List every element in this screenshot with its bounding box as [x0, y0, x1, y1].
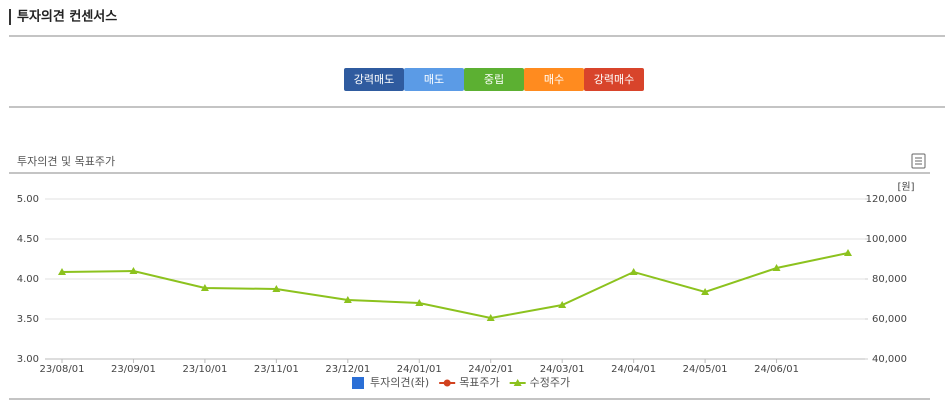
y2-tick-label: 60,000 [872, 314, 907, 325]
point [200, 284, 209, 291]
y2-tick-label: 120,000 [866, 194, 907, 205]
rating-button-label: 중립 [484, 73, 504, 86]
rating-button-label: 강력매수 [594, 73, 634, 86]
legend-label: 목표주가 [459, 376, 499, 389]
y-tick-label: 5.00 [17, 194, 39, 205]
y-tick-label: 3.50 [17, 314, 39, 325]
point [772, 264, 781, 271]
x-tick-label: 23/12/01 [325, 364, 370, 375]
x-tick-label: 24/06/01 [754, 364, 799, 375]
legend-swatch [352, 377, 364, 389]
rating-button[interactable] [464, 68, 524, 91]
x-tick-label: 24/04/01 [611, 364, 656, 375]
legend-label: 수정주가 [530, 376, 570, 389]
point [415, 299, 424, 306]
legend-marker [513, 379, 522, 386]
y2-tick-label: 40,000 [872, 354, 907, 365]
y-tick-label: 3.00 [17, 354, 39, 365]
point [558, 301, 567, 308]
point [129, 267, 138, 274]
rating-button[interactable] [524, 68, 584, 91]
x-tick-label: 24/05/01 [683, 364, 728, 375]
rating-button[interactable] [344, 68, 404, 91]
section-title: 투자의견 및 목표주가 [17, 155, 115, 168]
x-tick-label: 23/10/01 [182, 364, 227, 375]
rating-button-label: 매도 [424, 73, 444, 86]
y-tick-label: 4.00 [17, 274, 39, 285]
legend-marker [443, 379, 451, 387]
point [58, 268, 66, 275]
point [343, 296, 352, 303]
series-line [61, 252, 849, 320]
y2-tick-label: 80,000 [872, 274, 907, 285]
menu-icon[interactable] [911, 153, 926, 169]
x-tick-label: 24/01/01 [397, 364, 442, 375]
page-title: 투자의견 컨센서스 [17, 9, 117, 25]
x-tick-label: 24/03/01 [540, 364, 585, 375]
point [701, 288, 710, 295]
title-bar [9, 9, 11, 25]
x-tick-label: 24/02/01 [468, 364, 513, 375]
legend-label: 투자의견(좌) [370, 376, 429, 389]
rating-button-label: 매수 [544, 73, 564, 86]
rating-button-label: 강력매도 [354, 73, 394, 86]
y2-tick-label: 100,000 [866, 234, 907, 245]
point [844, 249, 852, 256]
point [486, 314, 495, 321]
point [272, 285, 281, 292]
x-tick-label: 23/11/01 [254, 364, 299, 375]
rating-button[interactable] [584, 68, 644, 91]
y-tick-label: 4.50 [17, 234, 39, 245]
y2-axis-label: [원] [897, 181, 914, 193]
x-tick-label: 23/09/01 [111, 364, 156, 375]
rating-button[interactable] [404, 68, 464, 91]
point [629, 268, 638, 275]
x-tick-label: 23/08/01 [40, 364, 85, 375]
